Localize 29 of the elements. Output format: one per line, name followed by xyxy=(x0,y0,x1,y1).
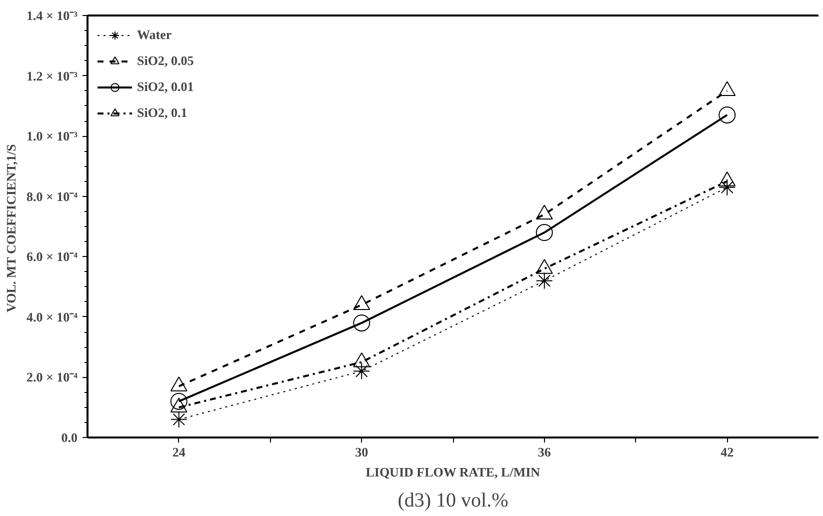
x-tick-label: 24 xyxy=(172,444,186,460)
point xyxy=(718,172,736,186)
y-tick-label: 4.0 × 10⁻⁴ xyxy=(26,309,78,324)
y-tick-label: 1.2 × 10⁻³ xyxy=(26,68,78,84)
x-tick-label: 30 xyxy=(355,444,368,460)
y-tick-label: 2.0 × 10⁻⁴ xyxy=(26,370,78,385)
point xyxy=(353,295,370,310)
y-tick-label: 0.0 xyxy=(61,430,78,445)
point xyxy=(536,258,553,274)
legend-label: SiO2, 0.01 xyxy=(137,79,194,95)
y-tick-label: 1.4 × 10⁻³ xyxy=(26,8,78,23)
y-tick-label: 1.0 × 10⁻³ xyxy=(26,128,78,144)
point xyxy=(718,81,736,96)
point xyxy=(353,314,370,332)
point xyxy=(536,272,553,290)
legend-label: SiO2, 0.05 xyxy=(137,53,194,69)
x-tick-label: 42 xyxy=(720,444,734,460)
y-tick-label: 6.0 × 10⁻⁴ xyxy=(26,249,78,264)
point xyxy=(170,392,188,410)
x-axis-title: LIQUID FLOW RATE, L/MIN xyxy=(366,464,541,480)
text: (d3) 10 vol.% xyxy=(398,490,508,512)
y-axis-title: VOL. MT COEFFICIENT,1/S xyxy=(3,144,18,312)
y-tick-label: 8.0 × 10⁻⁴ xyxy=(26,188,78,204)
x-tick-label: 36 xyxy=(538,444,552,460)
legend-label: Water xyxy=(137,27,172,43)
point xyxy=(353,362,370,380)
legend-label: SiO2, 0.1 xyxy=(137,105,188,121)
point xyxy=(170,410,188,428)
point xyxy=(536,204,553,220)
